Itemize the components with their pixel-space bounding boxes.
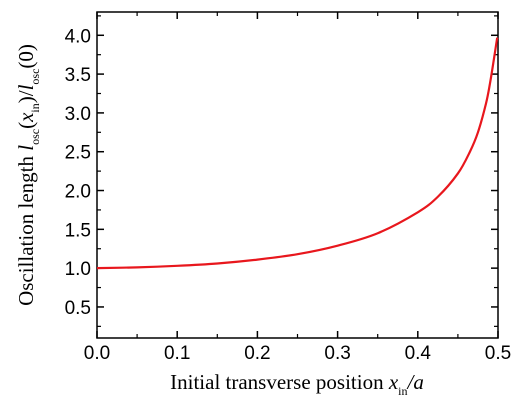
y-tick-label: 2.5 (65, 143, 91, 164)
x-axis-title: Initial transverse position xin/a (170, 370, 424, 396)
plot-area-border (96, 11, 499, 339)
y-tick-label: 1.0 (65, 259, 91, 280)
y-tick-label: 1.5 (65, 220, 91, 241)
x-tick-label: 0.4 (405, 343, 432, 364)
series-layer (96, 37, 499, 270)
y-tick-label: 0.5 (65, 298, 91, 319)
y-axis: 0.5 1.0 1.5 2.0 2.5 3.0 3.5 4.0 (65, 15, 498, 327)
x-tick-label: 0.0 (84, 343, 110, 364)
y-tick-label: 2.0 (65, 182, 91, 203)
y-axis-title: Oscillation length losc(xin)/losc(0) (14, 44, 42, 306)
x-axis: 0.0 0.1 0.2 0.3 0.4 0.5 (84, 12, 511, 364)
y-tick-label: 3.0 (65, 104, 91, 125)
x-tick-label: 0.1 (164, 343, 190, 364)
oscillation-length-curve (96, 37, 499, 270)
x-tick-label: 0.3 (324, 343, 350, 364)
x-tick-label: 0.2 (244, 343, 270, 364)
y-tick-label: 3.5 (65, 65, 91, 86)
y-tick-label: 4.0 (65, 26, 91, 47)
plot-frame (96, 11, 499, 339)
x-tick-label: 0.5 (485, 343, 511, 364)
